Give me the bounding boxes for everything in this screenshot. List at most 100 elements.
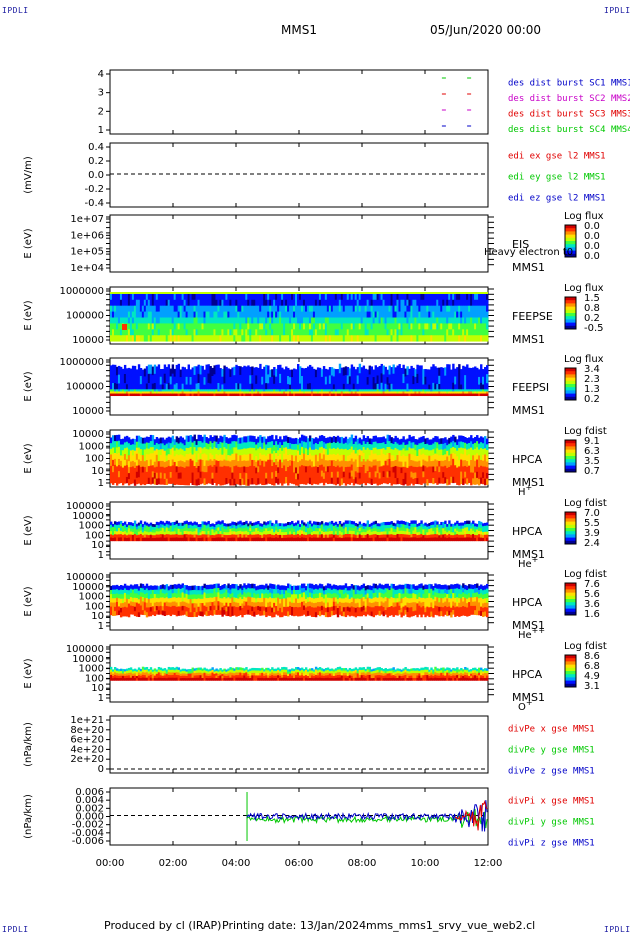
spectrogram-cell [424,329,427,336]
spectrogram-cell [235,528,238,533]
spectrogram-cell [157,528,161,532]
spectrogram-cell [189,531,192,535]
spectrogram-cell [233,459,236,467]
spectrogram-cell [181,449,185,456]
spectrogram-cell [287,479,290,486]
spectrogram-cell [235,534,238,539]
spectrogram-cell [209,532,212,536]
spectrogram-cell [110,527,113,532]
spectrogram-cell [454,470,457,478]
spectrogram-cell [213,535,216,539]
spectrogram-cell [386,317,389,324]
spectrogram-cell [133,335,137,342]
spectrogram-cell [279,299,282,307]
spectrogram-cell [275,299,278,307]
spectrogram-cell [452,440,455,448]
spectrogram-cell [213,335,216,342]
spectrogram-cell [169,299,173,307]
spectrogram-cell [267,471,270,478]
colorbar-swatch [565,325,576,330]
spectrogram-cell [289,329,292,336]
spectrogram-cell [255,293,258,301]
spectrogram-cell [360,305,364,312]
spectrogram-cell [201,537,204,542]
spectrogram-cell [468,443,471,450]
spectrogram-cell [424,369,427,378]
spectrogram-cell [283,305,286,312]
spectrogram-cell [189,299,192,307]
spectrogram-cell [434,441,437,449]
spectrogram-cell [406,461,409,469]
spectrogram-cell [157,444,161,451]
spectrogram-cell [348,472,352,479]
spectrogram-cell [428,384,431,393]
spectrogram-cell [147,383,151,393]
spectrogram-cell [444,437,447,444]
spectrogram-cell [261,311,264,318]
spectrogram-cell [127,293,131,301]
spectrogram-cell [358,478,362,485]
spectrogram-cell [416,444,419,451]
spectrogram-cell [159,311,163,318]
spectrogram-cell [408,466,411,473]
spectrogram-cell [293,376,296,385]
spectrogram-cell [171,299,175,307]
spectrogram-cell [283,335,286,342]
spectrogram-cell [177,449,181,456]
spectrogram-cell [225,529,228,533]
spectrogram-cell [444,367,447,377]
spectrogram-cell [235,317,238,324]
spectrogram-cell [245,366,248,376]
spectrogram-cell [127,391,131,394]
spectrogram-cell [235,459,238,466]
spectrogram-cell [478,305,481,312]
spectrogram-cell [155,393,159,397]
spectrogram-cell [137,382,141,393]
spectrogram-cell [438,438,441,445]
spectrogram-cell [137,459,141,466]
spectrogram-cell [129,389,133,392]
spectrogram-cell [145,436,149,443]
y-tick-label: 1000 [79,521,104,532]
spectrogram-cell [173,389,177,392]
spectrogram-cell [372,435,375,443]
spectrogram-cell [324,376,328,385]
spectrogram-cell [281,391,284,394]
spectrogram-cell [358,455,362,462]
spectrogram-cell [277,374,280,384]
spectrogram-cell [442,335,445,342]
spectrogram-cell [324,471,328,478]
spectrogram-cell [191,367,194,377]
spectrogram-cell [167,471,171,478]
spectrogram-cell [169,305,173,312]
spectrogram-cell [243,466,246,473]
spectrogram-cell [358,443,362,450]
spectrogram-cell [199,447,202,454]
spectrogram-cell [187,531,190,535]
spectrogram-cell [247,305,250,312]
spectrogram-cell [167,329,171,336]
spectrogram-cell [231,311,234,318]
spectrogram-cell [324,317,328,324]
spectrogram-cell [384,471,387,478]
spectrogram-cell [300,367,304,377]
spectrogram-cell [466,311,469,318]
spectrogram-cell [259,373,262,384]
spectrogram-cell [193,383,196,393]
spectrogram-cell [275,453,278,460]
spectrogram-cell [233,366,236,376]
spectrogram-cell [308,335,312,342]
spectrogram-cell [480,323,483,330]
spectrogram-cell [484,436,487,443]
spectrogram-cell [336,471,340,478]
spectrogram-cell [199,529,202,533]
spectrogram-cell [297,373,300,384]
spectrogram-cell [275,335,278,342]
spectrogram-cell [213,389,216,392]
spectrogram-cell [418,317,421,324]
spectrogram-cell [342,391,346,394]
spectrogram-cell [143,317,147,324]
spectrogram-cell [356,367,360,376]
spectrogram-cell [137,534,141,539]
spectrogram-cell [418,443,421,450]
